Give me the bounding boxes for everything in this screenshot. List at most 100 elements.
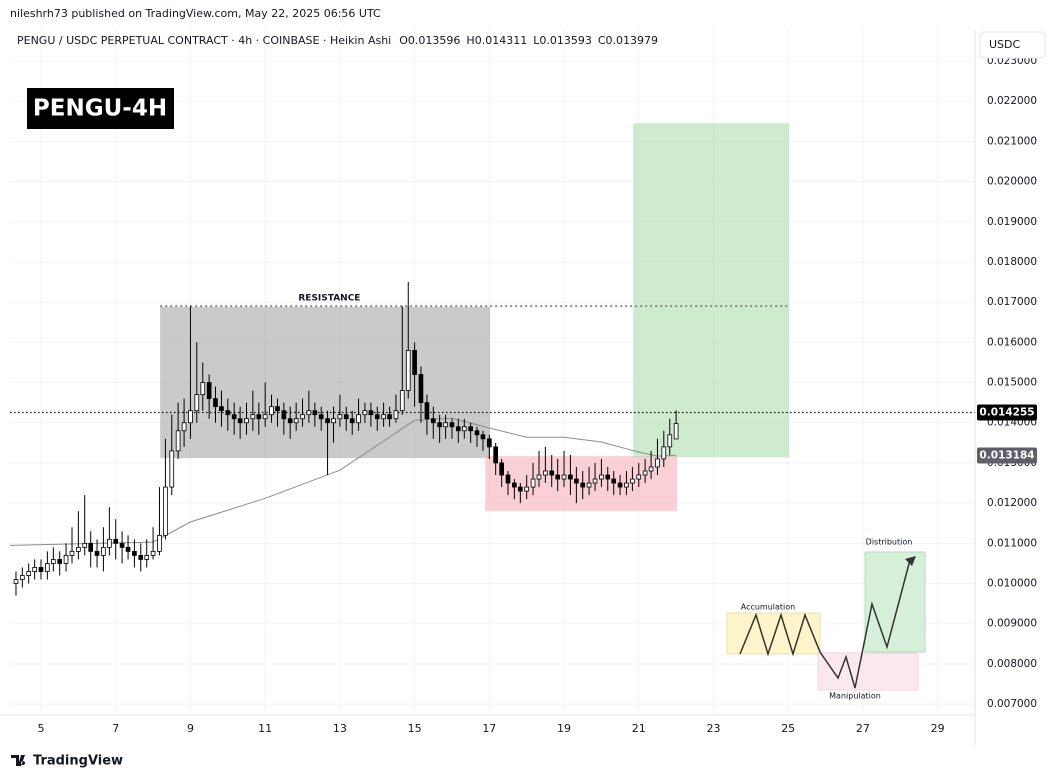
candle-body	[337, 414, 343, 420]
candle-body	[13, 579, 19, 584]
symbol: PENGU / USDC PERPETUAL CONTRACT · 4h · C…	[17, 34, 391, 47]
legend-value: 0.013596	[408, 34, 461, 47]
symbol-legend: PENGU / USDC PERPETUAL CONTRACT · 4h · C…	[17, 34, 658, 47]
candle-body	[125, 546, 131, 552]
candle-body	[468, 426, 473, 432]
candle-body	[673, 423, 679, 440]
candle-body	[163, 486, 168, 536]
candle-body	[32, 567, 37, 572]
candle-body	[549, 470, 555, 476]
y-tick-label: 0.009000	[987, 618, 1037, 630]
zone	[633, 123, 790, 458]
candle-body	[150, 550, 156, 556]
price-label: 0.013184	[979, 450, 1034, 462]
legend-value: 0.014311	[475, 34, 528, 47]
distribution-label: Distribution	[866, 538, 913, 547]
distribution-box	[864, 551, 926, 653]
candle-body	[617, 482, 623, 488]
candle-body	[45, 563, 50, 572]
price-label-box	[977, 447, 1037, 464]
candle-body	[642, 470, 648, 476]
y-tick-label: 0.015000	[987, 377, 1037, 389]
candle-body	[94, 550, 100, 556]
candle-body	[144, 555, 150, 560]
candle-body	[381, 414, 386, 420]
candle-body	[132, 550, 137, 556]
y-tick-label: 0.020000	[987, 176, 1037, 188]
candle-body	[630, 478, 635, 484]
candle-body	[331, 418, 336, 424]
currency-box	[979, 31, 1046, 59]
candle-body	[349, 418, 355, 424]
candle-body	[655, 458, 660, 468]
candle-body	[175, 430, 181, 452]
candle-body	[51, 559, 56, 564]
candle-body	[418, 374, 424, 404]
x-tick-label: 17	[482, 722, 496, 735]
candle-body	[461, 426, 467, 432]
candle-body	[237, 418, 243, 424]
candle-body	[362, 410, 368, 416]
candle-body	[399, 390, 405, 412]
candle-body	[19, 575, 25, 580]
y-tick-label: 0.008000	[987, 658, 1037, 670]
legend-value: 0.013979	[606, 34, 659, 47]
candle-body	[119, 542, 125, 548]
candle-body	[530, 478, 536, 488]
wyckoff-inset: Accumulation Manipulation Distribution	[726, 538, 926, 701]
x-tick-label: 27	[856, 722, 870, 735]
candle-body	[200, 382, 206, 396]
candle-body	[636, 474, 642, 480]
currency-button[interactable]: USDC	[979, 31, 1046, 59]
zones	[160, 123, 790, 512]
candle-body	[231, 414, 237, 420]
x-tick-label: 19	[557, 722, 571, 735]
lines: RESISTANCE	[9, 294, 975, 546]
candle-body	[113, 538, 119, 544]
candle-body	[393, 410, 399, 420]
candle-body	[592, 478, 598, 484]
candle-body	[405, 349, 411, 391]
candle-body	[219, 406, 224, 412]
candle-body	[667, 434, 673, 448]
candle-body	[318, 414, 324, 420]
candle-body	[275, 406, 280, 412]
resistance-label: RESISTANCE	[298, 294, 360, 304]
candle-body	[599, 474, 604, 480]
accumulation-label: Accumulation	[741, 603, 796, 612]
candle-body	[518, 486, 523, 492]
candle-body	[611, 478, 617, 484]
candle-body	[312, 410, 318, 416]
candle-body	[287, 418, 293, 424]
moving-average	[9, 417, 677, 546]
y-tick-label: 0.016000	[987, 336, 1037, 348]
x-tick-label: 15	[408, 722, 422, 735]
brand-name: TradingView	[33, 754, 123, 769]
candle-body	[493, 446, 499, 464]
legend-key: L	[533, 34, 540, 47]
price-label-box	[977, 404, 1037, 421]
badge-box	[27, 88, 174, 129]
candle-body	[437, 422, 442, 428]
x-tick-label: 23	[706, 722, 720, 735]
y-tick-label: 0.011000	[987, 537, 1037, 549]
candle-body	[262, 414, 268, 420]
candle-body	[648, 466, 654, 472]
legend-key: O	[399, 34, 408, 47]
candle-body	[181, 422, 187, 432]
candle-body	[256, 414, 262, 420]
candle-body	[387, 414, 392, 420]
candle-body	[138, 555, 144, 560]
candle-body	[225, 410, 231, 416]
candle-body	[293, 418, 299, 424]
y-tick-label: 0.017000	[987, 296, 1037, 308]
zone	[160, 306, 491, 459]
y-tick-label: 0.019000	[987, 216, 1037, 228]
candle-body	[306, 410, 312, 416]
candle-body	[486, 438, 492, 448]
candle-body	[543, 470, 548, 476]
currency: USDC	[989, 38, 1021, 51]
manipulation-label: Manipulation	[829, 692, 881, 701]
candle-body	[343, 414, 349, 420]
